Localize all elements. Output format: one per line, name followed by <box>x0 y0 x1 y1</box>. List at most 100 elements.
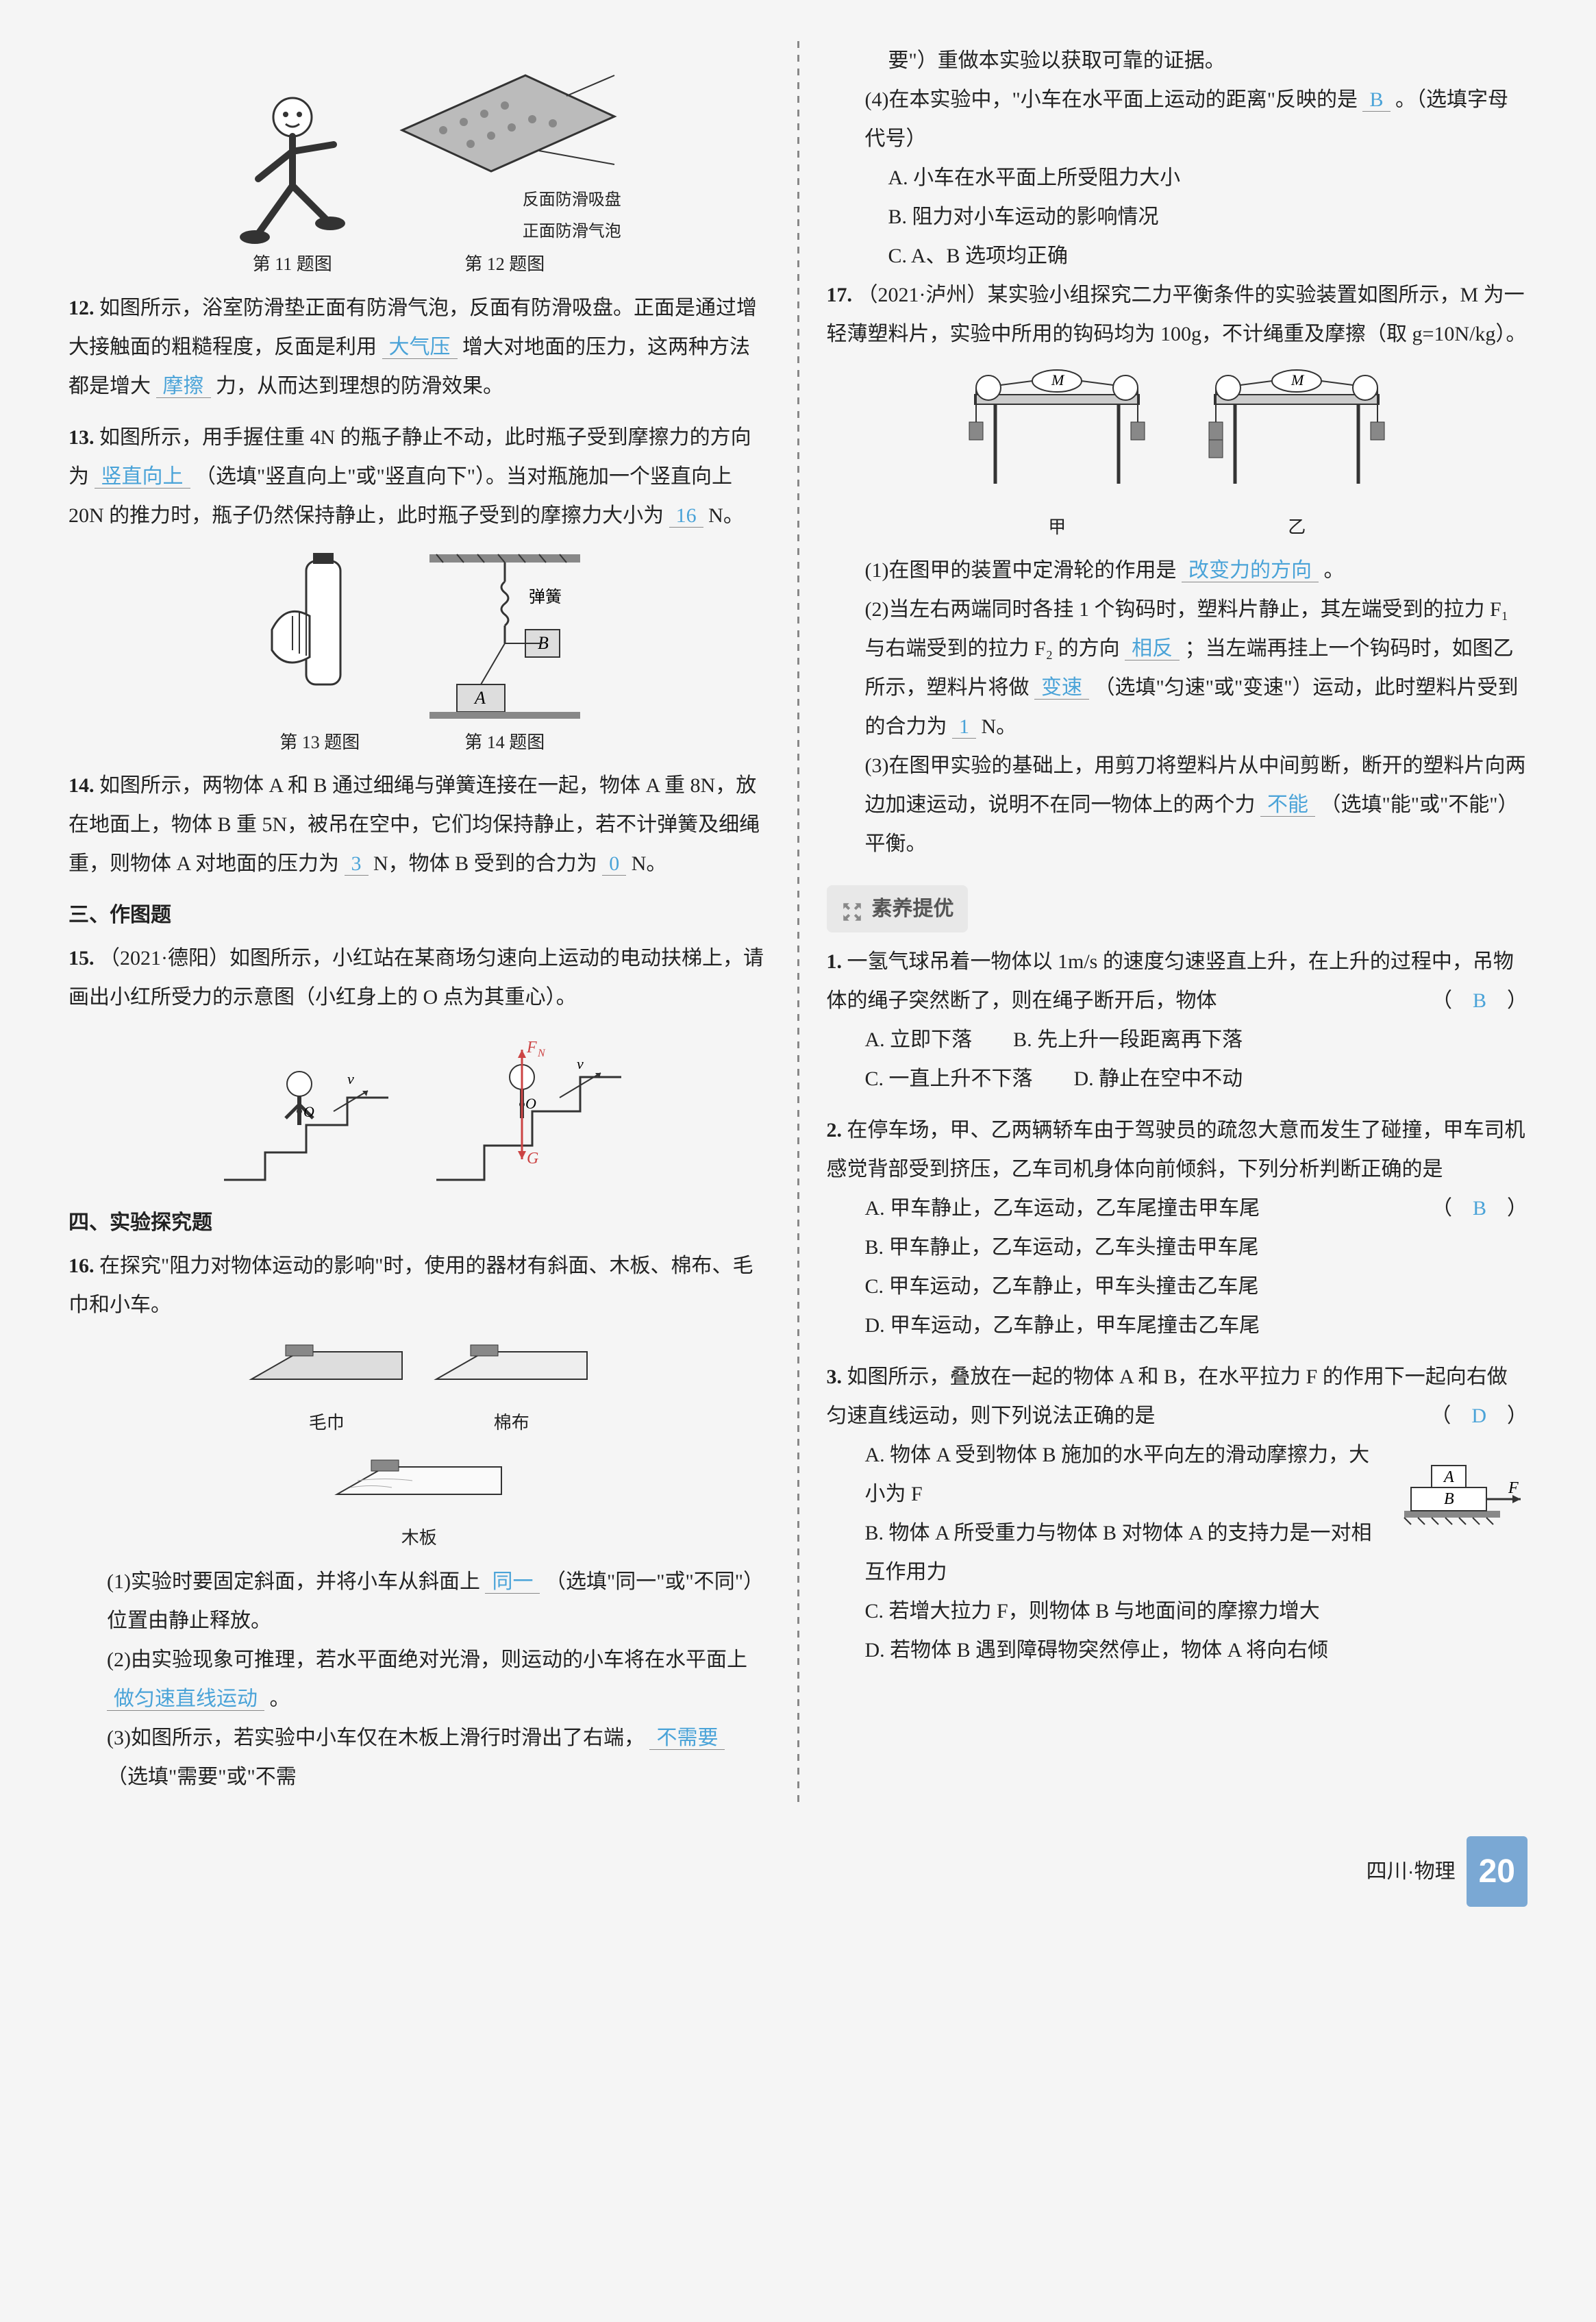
q16-p2b: 。 <box>270 1688 290 1710</box>
q12-num: 12. <box>68 297 95 319</box>
eq1-choices: A. 立即下落 B. 先上升一段距离再下落 C. 一直上升不下落 D. 静止在空… <box>827 1020 1528 1098</box>
eq2-d: D. 甲车运动，乙车静止，甲车尾撞击乙车尾 <box>865 1306 1528 1345</box>
q16-p1-ans: 同一 <box>485 1570 540 1594</box>
eq2-a: A. 甲车静止，乙车运动，乙车尾撞击甲车尾 <box>865 1189 1528 1228</box>
question-13: 13. 如图所示，用手握住重 4N 的瓶子静止不动，此时瓶子受到摩擦力的方向为 … <box>68 418 770 535</box>
fig-15-row: O v O F N G v <box>68 1029 770 1194</box>
q14-text-c: N。 <box>632 852 667 875</box>
eq2-b: B. 甲车静止，乙车运动，乙车头撞击甲车尾 <box>865 1228 1528 1267</box>
q16-p3a: (3)如图所示，若实验中小车仅在木板上滑行时滑出了右端， <box>107 1727 645 1749</box>
q17-p2: (2)当左右两端同时各挂 1 个钩码时，塑料片静止，其左端受到的拉力 F₁ 与右… <box>827 590 1528 746</box>
q17-p1-ans: 改变力的方向 <box>1182 559 1319 582</box>
column-divider <box>797 41 799 1809</box>
eq1-text: 一氢气球吊着一物体以 1m/s 的速度匀速竖直上升，在上升的过程中，吊物体的绳子… <box>827 950 1514 1012</box>
page-footer: 四川·物理 20 <box>68 1836 1528 1907</box>
eq1-c: C. 一直上升不下落 <box>865 1059 1033 1098</box>
enrich-q2: 2. 在停车场，甲、乙两辆轿车由于驾驶员的疏忽大意而发生了碰撞，甲车司机感觉背部… <box>827 1111 1528 1345</box>
fig-13-caption: 第 13 题图 <box>245 726 395 759</box>
eq1-a: A. 立即下落 <box>865 1020 973 1059</box>
eq1-ans: B <box>1473 989 1486 1012</box>
fig-12-caption: 第 12 题图 <box>388 247 621 281</box>
q16-p3-ans: 不需要 <box>649 1727 725 1750</box>
fig-11-caption: 第 11 题图 <box>217 247 368 281</box>
q17-p1a: (1)在图甲的装置中定滑轮的作用是 <box>865 559 1177 582</box>
q16-p4a: (4)在本实验中，"小车在水平面上运动的距离"反映的是 <box>865 88 1358 111</box>
q17-p3-ans: 不能 <box>1260 793 1315 817</box>
q16-p2a: (2)由实验现象可推理，若水平面绝对光滑，则运动的小车将在水平面上 <box>107 1648 747 1671</box>
page-content: 第 11 题图 反面防滑吸盘 正面防滑气泡 第 12 题图 <box>68 41 1528 1809</box>
fig-17-yi-label: 乙 <box>1187 510 1406 544</box>
fig-11: 第 11 题图 <box>217 83 368 281</box>
eq3-b: B. 物体 A 所受重力与物体 B 对物体 A 的支持力是一对相互作用力 <box>865 1514 1377 1592</box>
fig-17-jia-label: 甲 <box>947 510 1167 544</box>
fig-17-yi: M 乙 <box>1187 360 1406 544</box>
q16-p3: (3)如图所示，若实验中小车仅在木板上滑行时滑出了右端， 不需要 （选填"需要"… <box>68 1718 770 1796</box>
fig-14-caption: 第 14 题图 <box>416 726 594 759</box>
fig-16-row: 毛巾 棉布 <box>68 1331 770 1440</box>
q16-p3b: （选填"需要"或"不需 <box>107 1766 297 1788</box>
svg-text:B: B <box>1444 1490 1454 1508</box>
eq3-num: 3. <box>827 1366 843 1388</box>
question-14: 14. 如图所示，两物体 A 和 B 通过细绳与弹簧连接在一起，物体 A 重 8… <box>68 766 770 883</box>
enrichment-label: 素养提优 <box>872 889 954 928</box>
q16-p2-ans: 做匀速直线运动 <box>107 1688 264 1711</box>
q16-opt-b: B. 阻力对小车运动的影响情况 <box>827 197 1528 236</box>
svg-text:F: F <box>526 1039 537 1057</box>
svg-text:v: v <box>347 1070 354 1087</box>
q16-opt-a: A. 小车在水平面上所受阻力大小 <box>827 158 1528 197</box>
question-12: 12. 如图所示，浴室防滑垫正面有防滑气泡，反面有防滑吸盘。正面是通过增大接触面… <box>68 288 770 406</box>
q12-ans1: 大气压 <box>382 336 458 359</box>
section-3-header: 三、作图题 <box>68 896 770 935</box>
q13-num: 13. <box>68 426 95 449</box>
q16-p3c: 要"）重做本实验以获取可靠的证据。 <box>827 41 1528 80</box>
fig-16-towel: 毛巾 <box>245 1331 409 1440</box>
fig-13: 第 13 题图 <box>245 547 395 759</box>
q13-ans2: 16 <box>669 504 703 528</box>
q16-p1: (1)实验时要固定斜面，并将小车从斜面上 同一 （选填"同一"或"不同"）位置由… <box>68 1562 770 1640</box>
q17-p2-ans1: 相反 <box>1125 637 1180 660</box>
footer-subject: 四川·物理 <box>1367 1852 1456 1891</box>
svg-text:M: M <box>1290 371 1305 388</box>
eq2-num: 2. <box>827 1119 843 1141</box>
eq2-ans: B <box>1473 1197 1486 1220</box>
svg-text:M: M <box>1051 371 1065 388</box>
fig-12-label-front: 正面防滑气泡 <box>388 217 621 248</box>
q17-p3: (3)在图甲实验的基础上，用剪刀将塑料片从中间剪断，断开的塑料片向两边加速运动，… <box>827 746 1528 863</box>
q16-num: 16. <box>68 1255 95 1277</box>
fig14-spring-label: 弹簧 <box>529 588 562 606</box>
eq3-d: D. 若物体 B 遇到障碍物突然停止，物体 A 将向右倾 <box>865 1631 1377 1670</box>
eq1-d: D. 静止在空中不动 <box>1074 1059 1243 1098</box>
q17-num: 17. <box>827 284 853 306</box>
q16-opt-c: C. A、B 选项均正确 <box>827 236 1528 275</box>
fig-16-cotton: 棉布 <box>429 1331 594 1440</box>
q16-p4-ans: B <box>1362 88 1390 112</box>
svg-text:O: O <box>525 1095 536 1112</box>
svg-text:A: A <box>473 688 486 708</box>
q17-p2-ans3: 1 <box>952 715 976 739</box>
svg-text:N: N <box>537 1048 546 1059</box>
fig-16-row2: 木板 <box>68 1446 770 1555</box>
question-16: 16. 在探究"阻力对物体运动的影响"时，使用的器材有斜面、木板、棉布、毛巾和小… <box>68 1246 770 1796</box>
question-17: 17. （2021·泸州）某实验小组探究二力平衡条件的实验装置如图所示，M 为一… <box>827 275 1528 863</box>
page-number: 20 <box>1467 1836 1528 1907</box>
q17-p2d: N。 <box>982 715 1017 738</box>
fig-16-wood: 木板 <box>330 1446 508 1555</box>
expand-icon <box>840 898 864 921</box>
fig-16-wood-label: 木板 <box>330 1521 508 1555</box>
fig-12: 反面防滑吸盘 正面防滑气泡 第 12 题图 <box>388 48 621 282</box>
eq1-b: B. 先上升一段距离再下落 <box>1013 1020 1243 1059</box>
fig-eq3: B A F <box>1391 1435 1528 1670</box>
fig-11-12-row: 第 11 题图 反面防滑吸盘 正面防滑气泡 第 12 题图 <box>68 48 770 282</box>
fig-15-right: O F N G v <box>423 1029 628 1194</box>
fig-14: B A 弹簧 第 14 题图 <box>416 547 594 759</box>
q12-ans2: 摩擦 <box>156 375 211 398</box>
q17-p1b: 。 <box>1323 559 1344 582</box>
q16-p4: (4)在本实验中，"小车在水平面上运动的距离"反映的是 B 。（选填字母代号） <box>827 80 1528 158</box>
fig-15-left: O v <box>210 1043 402 1194</box>
eq3-c: C. 若增大拉力 F，则物体 B 与地面间的摩擦力增大 <box>865 1592 1377 1631</box>
q17-p1: (1)在图甲的装置中定滑轮的作用是 改变力的方向 。 <box>827 551 1528 590</box>
q14-ans1: 3 <box>345 852 369 876</box>
eq1-num: 1. <box>827 950 843 973</box>
q16-p2: (2)由实验现象可推理，若水平面绝对光滑，则运动的小车将在水平面上 做匀速直线运… <box>68 1640 770 1718</box>
eq2-c: C. 甲车运动，乙车静止，甲车头撞击乙车尾 <box>865 1267 1528 1306</box>
